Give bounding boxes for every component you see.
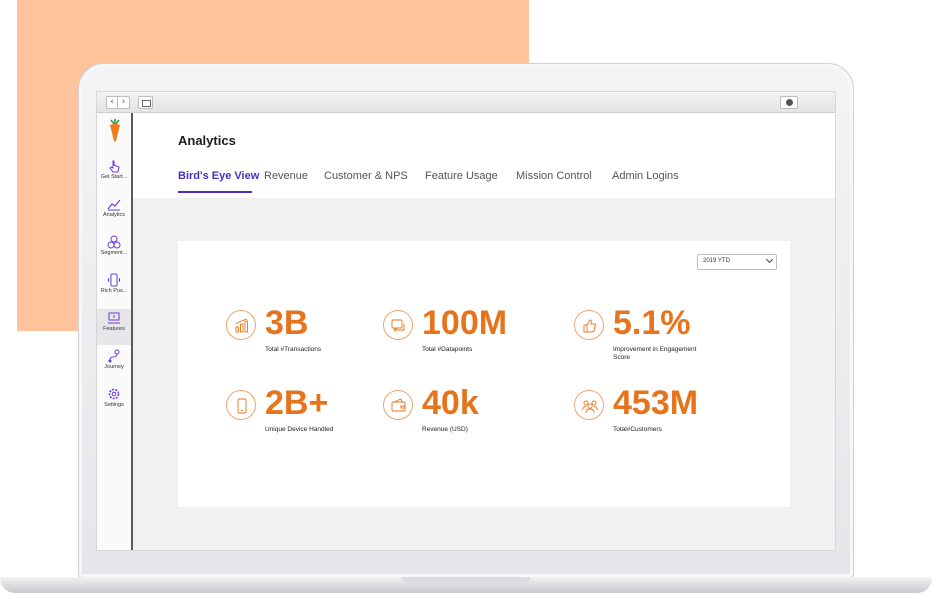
period-select-value: 2019 YTD [703, 258, 730, 264]
mobile-icon [226, 390, 256, 420]
stat-label: Revenue (USD) [422, 426, 468, 433]
sidebar-item-label: Settings [104, 402, 124, 408]
chevron-left-icon: ‹ [110, 97, 114, 107]
sidebar-item-label: Journey [104, 364, 124, 370]
sidebar-item-rich-push[interactable]: Rich Pus... [97, 271, 131, 307]
sidebar-item-label: Features [103, 326, 125, 332]
sidebar: Get Start... Analytics Segment... Rich P… [97, 113, 133, 550]
stat-label: Improvement in Engagement Score [613, 346, 697, 361]
chevron-right-icon: › [121, 97, 126, 107]
browser-toolbar: ‹ › [97, 92, 835, 113]
sidebar-toggle-button[interactable] [138, 96, 153, 109]
stat-value: 5.1% [613, 304, 691, 342]
sidebar-item-label: Analytics [102, 212, 125, 218]
mobile-push-icon [108, 273, 120, 287]
stat-revenue: 40k Revenue (USD) [383, 384, 553, 444]
stat-total-customers: 453M Total#Customers [574, 384, 744, 444]
journey-icon [108, 349, 120, 363]
sidebar-item-label: Get Start... [100, 174, 128, 180]
thumbs-up-icon [574, 310, 604, 340]
forward-button[interactable]: › [118, 96, 130, 109]
tab-mission-control[interactable]: Mission Control [516, 170, 592, 182]
stat-value: 100M [422, 304, 508, 342]
stat-label: Total #Datapoints [422, 346, 473, 353]
stats-card: 2019 YTD 3B Total #Transactions 100M Tot… [178, 241, 790, 507]
sidebar-item-features[interactable]: Features [97, 309, 131, 345]
sidebar-item-segments[interactable]: Segment... [97, 233, 131, 269]
sidebar-item-journey[interactable]: Journey [97, 347, 131, 383]
tab-customer-nps[interactable]: Customer & NPS [324, 170, 408, 182]
active-tab-indicator [178, 191, 252, 193]
period-select[interactable]: 2019 YTD [697, 254, 777, 270]
extension-button[interactable] [780, 96, 798, 109]
laptop-base [0, 577, 932, 593]
tab-feature-usage[interactable]: Feature Usage [425, 170, 498, 182]
stat-total-datapoints: 100M Total #Datapoints [383, 304, 553, 364]
segments-icon [107, 235, 121, 249]
tab-revenue[interactable]: Revenue [264, 170, 309, 182]
chat-icon [383, 310, 413, 340]
carrot-logo [110, 119, 120, 142]
tab-birds-eye-view[interactable]: Bird's Eye View [178, 170, 260, 182]
chevron-down-icon [765, 255, 774, 264]
wallet-icon [383, 390, 413, 420]
pointer-click-icon [109, 160, 120, 173]
stat-total-transactions: 3B Total #Transactions [226, 304, 396, 364]
stat-value: 2B+ [265, 384, 329, 422]
sidebar-item-settings[interactable]: Settings [97, 385, 131, 421]
laptop-notch [402, 577, 530, 584]
stat-unique-devices: 2B+ Unique Device Handled [226, 384, 396, 444]
stat-engagement-improvement: 5.1% Improvement in Engagement Score [574, 304, 744, 364]
sidebar-item-label: Segment... [100, 250, 128, 256]
back-button[interactable]: ‹ [106, 96, 118, 109]
features-icon [108, 312, 120, 324]
stat-value: 40k [422, 384, 479, 422]
stat-value: 3B [265, 304, 309, 342]
users-icon [574, 390, 604, 420]
stat-label: Total #Transactions [265, 346, 322, 353]
sidebar-item-get-started[interactable]: Get Start... [97, 157, 131, 193]
stat-value: 453M [613, 384, 699, 422]
bar-chart-icon [226, 310, 256, 340]
gear-icon [108, 388, 120, 400]
stat-label: Total#Customers [613, 426, 662, 433]
line-chart-icon [107, 199, 121, 211]
page-title: Analytics [178, 133, 236, 148]
laptop-screen: ‹ › Get Start... Analytics Segment... Ri… [96, 91, 836, 551]
tab-admin-logins[interactable]: Admin Logins [612, 170, 679, 182]
sidebar-item-label: Rich Pus... [100, 288, 128, 294]
stat-label: Unique Device Handled [265, 426, 334, 433]
sidebar-item-analytics[interactable]: Analytics [97, 195, 131, 231]
